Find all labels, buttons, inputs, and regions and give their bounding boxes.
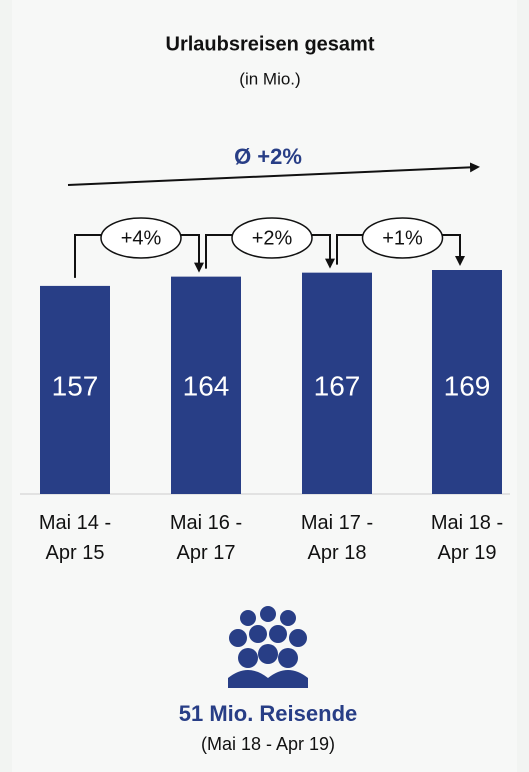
people-icon [228,606,308,688]
chart-title: Urlaubsreisen gesamt [166,33,375,55]
value-label: 164 [183,370,230,401]
average-growth: Ø +2% [234,144,302,169]
x-label-box: Mai 18 - Apr 19 [430,512,504,564]
growth-label: +1% [382,227,423,249]
trend-arrow [67,162,480,186]
value-label: 157 [52,370,99,401]
x-label-box: Mai 14 - Apr 15 [38,512,112,564]
growth-label: +4% [121,227,162,249]
bar [40,285,110,494]
growth-bubble [231,217,313,259]
bar [432,270,502,494]
x-tick-label: Mai 17 - Apr 18 [300,512,374,564]
growth-bubble [100,217,182,259]
chart-subtitle: (in Mio.) [239,69,300,88]
bar [171,276,241,494]
footer-period: (Mai 18 - Apr 19) [201,734,335,754]
growth-bubble [361,217,444,259]
growth-label: +2% [252,227,293,249]
footer-headline: 51 Mio. Reisende [179,701,358,726]
x-tick-label: Mai 14 - Apr 15 [38,512,112,564]
x-label-box: Mai 16 - Apr 17 [169,512,243,564]
x-label-box: Mai 17 - Apr 18 [300,512,374,564]
value-label: 169 [444,370,491,401]
bar [302,272,372,494]
value-label: 167 [314,370,361,401]
x-tick-label: Mai 18 - Apr 19 [430,512,504,564]
x-tick-label: Mai 16 - Apr 17 [169,512,243,564]
